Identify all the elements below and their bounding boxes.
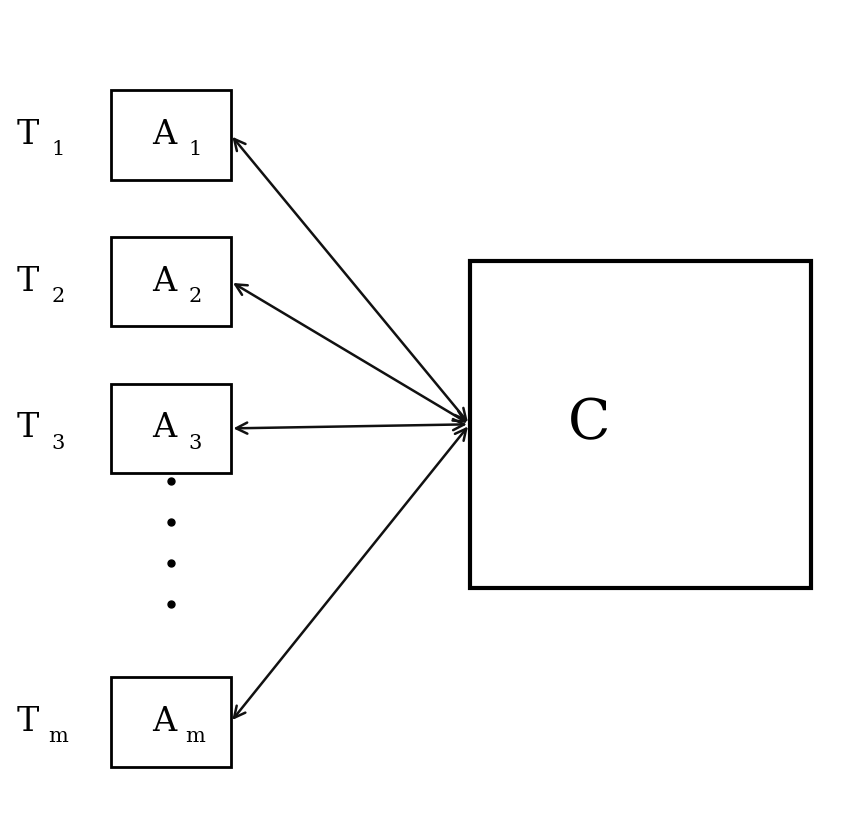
Text: A: A [152, 706, 176, 738]
Text: 1: 1 [188, 140, 201, 159]
Text: 2: 2 [188, 286, 201, 306]
FancyArrowPatch shape [236, 419, 463, 433]
Text: T: T [16, 118, 38, 151]
Text: m: m [184, 727, 205, 747]
FancyArrowPatch shape [234, 139, 466, 420]
Text: T: T [16, 706, 38, 738]
FancyArrowPatch shape [234, 428, 466, 718]
Bar [469, 261, 810, 588]
Bar [111, 237, 230, 326]
Bar [111, 677, 230, 767]
Text: T: T [16, 412, 38, 445]
Text: 2: 2 [51, 286, 65, 306]
FancyArrowPatch shape [235, 285, 464, 422]
Bar [111, 90, 230, 180]
Text: 3: 3 [188, 433, 201, 453]
Text: T: T [16, 265, 38, 298]
Text: A: A [152, 265, 176, 298]
Text: A: A [152, 118, 176, 151]
Text: m: m [48, 727, 68, 747]
Text: A: A [152, 412, 176, 445]
Text: 1: 1 [51, 140, 65, 159]
Bar [111, 384, 230, 473]
Text: C: C [567, 397, 610, 452]
Text: 3: 3 [51, 433, 65, 453]
